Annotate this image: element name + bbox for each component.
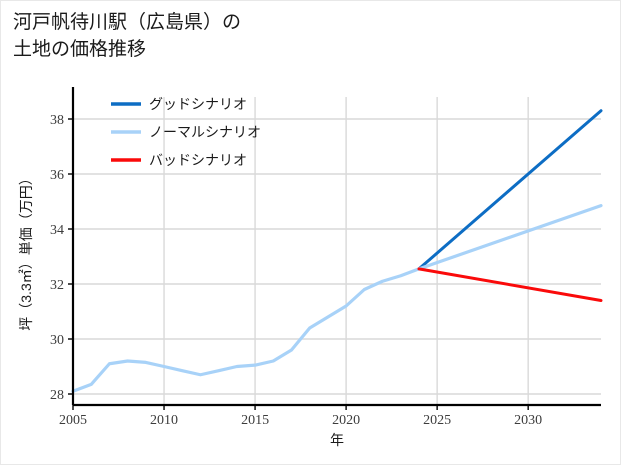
y-axis-title: 坪（3.3㎡）単価（万円） <box>18 171 34 330</box>
xtick-label: 2020 <box>332 413 360 428</box>
xtick-label: 2025 <box>423 413 451 428</box>
chart-tick-labels: 28 30 32 34 36 38 2005 2010 2015 2020 2025 2030 <box>50 113 542 428</box>
chart-line-バッドシナリオ <box>417 267 603 302</box>
xtick-label: 2010 <box>150 413 178 428</box>
chart-line-グッドシナリオ <box>417 109 603 271</box>
ytick-label: 28 <box>50 388 64 403</box>
chart-axes <box>68 87 601 410</box>
xtick-label: 2005 <box>59 413 87 428</box>
chart-gridlines <box>72 97 601 405</box>
legend-label-グッドシナリオ: グッドシナリオ <box>149 97 247 113</box>
chart-series-layer <box>71 109 603 393</box>
xtick-label: 2015 <box>241 413 269 428</box>
legend-label-バッドシナリオ: バッドシナリオ <box>149 154 247 169</box>
page-title: 河戸帆待川駅（広島県）の 土地の価格推移 <box>13 12 242 60</box>
ytick-label: 34 <box>50 223 64 238</box>
ytick-label: 38 <box>50 113 64 128</box>
chart-line-ノーマルシナリオ <box>71 204 603 393</box>
xtick-label: 2030 <box>514 413 542 428</box>
ytick-label: 32 <box>50 278 64 293</box>
x-axis-title: 年 <box>330 432 344 448</box>
ytick-label: 30 <box>50 333 64 348</box>
ytick-label: 36 <box>50 168 64 183</box>
legend-label-ノーマルシナリオ: ノーマルシナリオ <box>149 126 261 141</box>
chart-axis-titles: 年 坪（3.3㎡）単価（万円） <box>18 171 344 448</box>
